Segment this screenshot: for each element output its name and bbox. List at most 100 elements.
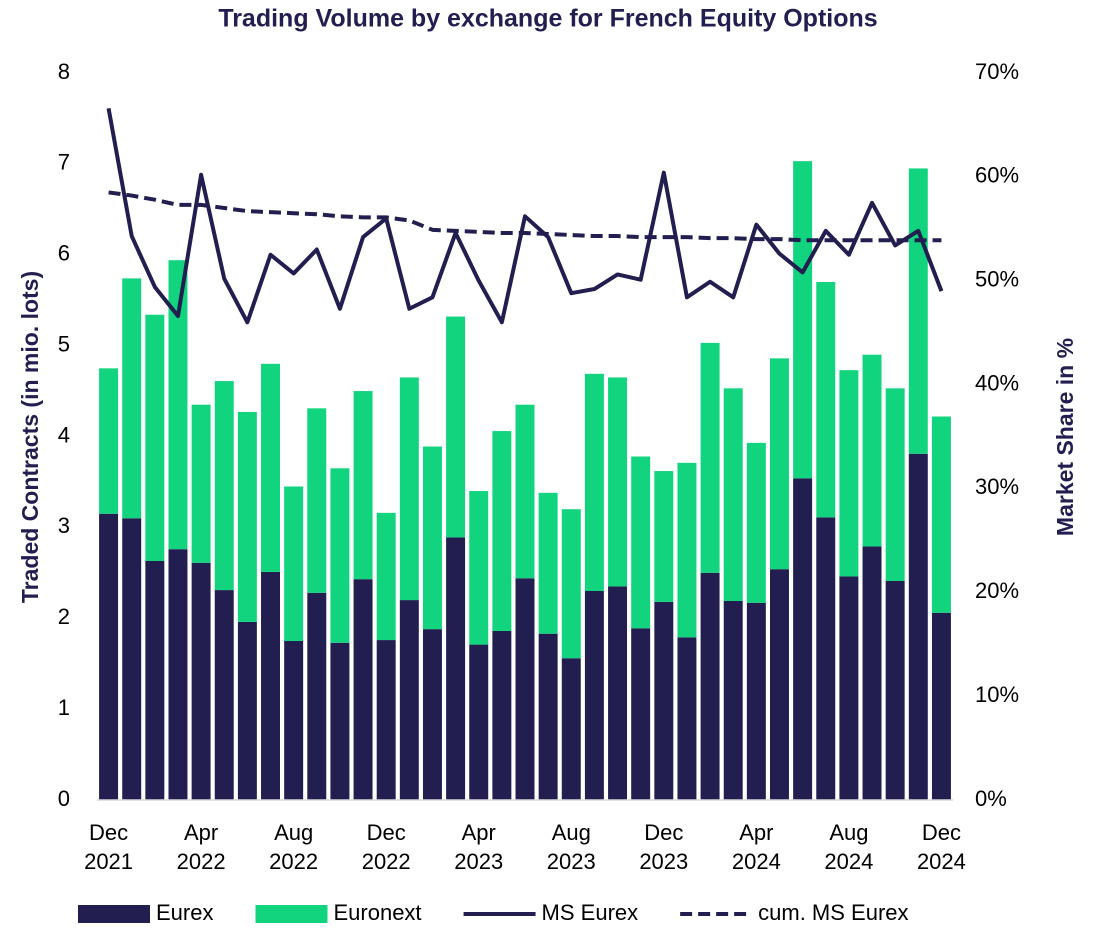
bar: [862, 354, 882, 547]
y2-tick-label: 40%: [975, 370, 1019, 395]
bar: [307, 592, 327, 800]
y2-tick-label: 10%: [975, 682, 1019, 707]
bar: [261, 363, 280, 572]
bar: [608, 377, 628, 587]
bar: [561, 509, 581, 659]
bar: [399, 377, 419, 601]
bar: [168, 260, 188, 550]
bar: [700, 572, 720, 800]
bar: [399, 600, 419, 800]
bar: [261, 571, 280, 800]
legend-swatch: [78, 905, 150, 923]
y-tick-label: 0: [58, 786, 70, 811]
y-tick-label: 8: [58, 59, 70, 84]
chart-title: Trading Volume by exchange for French Eq…: [218, 5, 877, 33]
x-tick-label: Aug 2024: [824, 820, 874, 874]
bar: [723, 600, 743, 800]
y-tick-label: 2: [58, 604, 70, 629]
bar: [793, 478, 813, 800]
bar: [446, 316, 466, 538]
bar: [422, 446, 442, 630]
x-tick-label: Dec 2023: [639, 820, 689, 874]
bar: [284, 486, 304, 641]
bar: [654, 471, 674, 602]
x-tick-label: Apr 2023: [454, 820, 504, 874]
bar: [376, 640, 396, 800]
bar: [469, 644, 489, 800]
bar: [885, 388, 905, 581]
y2-tick-label: 0%: [975, 786, 1007, 811]
legend-label: Eurex: [156, 900, 213, 925]
bar: [584, 590, 604, 800]
bar: [538, 633, 558, 800]
y-tick-label: 4: [58, 422, 70, 447]
bar: [538, 492, 558, 634]
bar: [816, 517, 836, 800]
bar: [284, 640, 304, 800]
y-tick-label: 5: [58, 331, 70, 356]
bar: [168, 549, 188, 800]
x-tick-label: Aug 2022: [269, 820, 319, 874]
bar: [746, 442, 766, 603]
x-tick-label: Apr 2022: [176, 820, 226, 874]
y2-tick-label: 20%: [975, 578, 1019, 603]
line-series: [106, 107, 944, 325]
bar: [330, 468, 350, 643]
bar: [746, 602, 766, 800]
bar: [145, 560, 165, 800]
y-tick-label: 3: [58, 513, 70, 538]
bar: [307, 408, 327, 593]
x-tick-label: Dec 2024: [916, 820, 966, 874]
bar: [214, 381, 234, 591]
y-axis-label: Traded Contracts (in mio. lots): [17, 271, 43, 603]
bar: [446, 537, 466, 800]
bar: [885, 580, 905, 800]
x-tick-label: Apr 2024: [731, 820, 781, 874]
bar: [862, 546, 882, 800]
line-series: [108, 190, 942, 243]
bar: [353, 391, 373, 580]
bar: [515, 404, 535, 579]
bar: [608, 586, 628, 800]
bar: [700, 342, 720, 573]
x-tick-label: Dec 2022: [361, 820, 411, 874]
y-tick-label: 7: [58, 150, 70, 175]
bar: [99, 513, 119, 800]
bar: [422, 629, 442, 800]
bar: [839, 370, 859, 577]
bar: [631, 456, 651, 629]
bar: [469, 491, 489, 645]
y2-tick-label: 50%: [975, 267, 1019, 292]
legend-swatch: [255, 905, 328, 923]
bar: [330, 642, 350, 800]
legend-label: cum. MS Eurex: [758, 900, 908, 925]
y-tick-label: 1: [58, 695, 70, 720]
bar: [376, 512, 396, 641]
bar: [515, 578, 535, 800]
x-tick-label: Dec 2021: [84, 820, 134, 874]
legend-label: MS Eurex: [542, 900, 639, 925]
bar: [839, 576, 859, 800]
bar: [122, 518, 142, 800]
bar: [770, 358, 789, 570]
bar: [191, 404, 211, 563]
y2-tick-label: 60%: [975, 163, 1019, 188]
bar: [145, 314, 165, 561]
bar: [492, 431, 512, 631]
bar: [237, 621, 257, 800]
y2-axis-label: Market Share in %: [1052, 338, 1078, 536]
bar: [793, 161, 813, 479]
bar: [631, 628, 651, 800]
bar: [816, 282, 836, 518]
bar: [237, 411, 257, 622]
bar: [677, 637, 697, 800]
bar: [931, 416, 951, 613]
bar: [353, 579, 373, 800]
bar: [122, 278, 142, 519]
bar: [584, 373, 604, 591]
bar: [191, 562, 211, 800]
x-tick-label: Aug 2023: [546, 820, 596, 874]
bar: [214, 590, 234, 800]
